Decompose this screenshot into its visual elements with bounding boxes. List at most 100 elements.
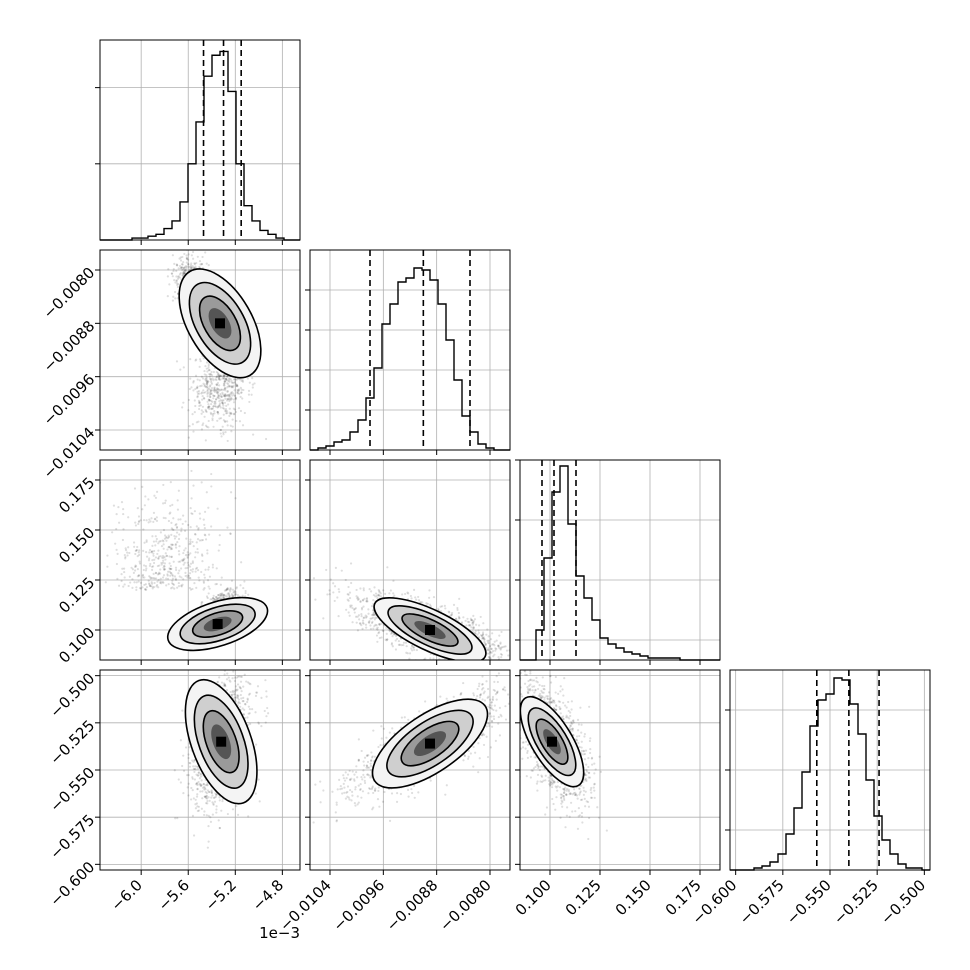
scatter-point bbox=[235, 700, 238, 703]
scatter-point bbox=[210, 796, 213, 799]
scatter-point bbox=[219, 583, 222, 586]
scatter-point bbox=[232, 407, 235, 410]
scatter-point bbox=[211, 412, 215, 416]
scatter-point bbox=[117, 521, 121, 524]
scatter-point bbox=[229, 397, 232, 400]
scatter-point bbox=[122, 508, 125, 511]
scatter-point bbox=[215, 598, 218, 601]
scatter-point bbox=[230, 397, 233, 401]
scatter-point bbox=[152, 561, 156, 565]
scatter-point bbox=[185, 537, 188, 540]
scatter-point bbox=[228, 407, 231, 410]
scatter-point bbox=[162, 568, 166, 571]
scatter-point bbox=[195, 566, 199, 570]
scatter-point bbox=[211, 794, 214, 797]
scatter-point bbox=[154, 556, 158, 559]
scatter-point bbox=[223, 684, 227, 687]
scatter-point bbox=[192, 381, 195, 384]
scatter-point bbox=[194, 551, 197, 554]
scatter-point bbox=[202, 782, 205, 786]
scatter-point bbox=[240, 690, 243, 693]
scatter-point bbox=[170, 527, 173, 530]
scatter-point bbox=[198, 777, 201, 780]
scatter-point bbox=[157, 586, 160, 589]
scatter-point bbox=[166, 574, 169, 577]
scatter-point bbox=[148, 564, 152, 567]
scatter-point bbox=[213, 388, 216, 391]
scatter-point bbox=[145, 451, 147, 453]
scatter-point bbox=[186, 576, 189, 579]
scatter-point bbox=[187, 253, 190, 256]
scatter-point bbox=[209, 377, 212, 380]
scatter-point bbox=[182, 578, 185, 581]
scatter-point bbox=[228, 385, 231, 388]
scatter-point bbox=[221, 377, 224, 380]
scatter-point bbox=[223, 386, 227, 390]
scatter-point bbox=[218, 397, 221, 400]
scatter-point bbox=[215, 390, 218, 393]
scatter-point bbox=[205, 374, 208, 377]
scatter-point bbox=[233, 696, 236, 699]
scatter-point bbox=[164, 558, 167, 561]
scatter-point bbox=[207, 407, 210, 410]
scatter-point bbox=[152, 565, 155, 568]
scatter-point bbox=[223, 382, 226, 385]
scatter-point bbox=[207, 791, 210, 794]
scatter-point bbox=[208, 587, 211, 590]
scatter-point bbox=[168, 555, 171, 558]
scatter-point bbox=[203, 573, 206, 576]
scatter-point bbox=[172, 528, 175, 532]
scatter-point bbox=[222, 684, 225, 687]
scatter-point bbox=[135, 581, 138, 584]
scatter-point bbox=[233, 594, 236, 597]
scatter-point bbox=[185, 267, 188, 270]
scatter-point bbox=[189, 526, 192, 529]
scatter-point bbox=[160, 545, 164, 548]
scatter-point bbox=[198, 259, 202, 263]
scatter-point bbox=[233, 377, 236, 381]
scatter-point bbox=[187, 794, 190, 797]
scatter-point bbox=[266, 706, 269, 710]
scatter-point bbox=[190, 469, 193, 473]
scatter-point bbox=[180, 266, 183, 269]
scatter-point bbox=[198, 358, 202, 361]
scatter-point bbox=[206, 802, 209, 805]
scatter-point bbox=[171, 254, 174, 257]
scatter-point bbox=[222, 407, 226, 410]
scatter-point bbox=[242, 685, 245, 688]
scatter-point bbox=[226, 386, 229, 389]
scatter-point bbox=[180, 266, 184, 269]
scatter-point bbox=[225, 689, 229, 692]
scatter-point bbox=[191, 561, 195, 564]
scatter-point bbox=[194, 404, 197, 408]
scatter-point bbox=[124, 555, 127, 559]
scatter-point bbox=[152, 572, 155, 575]
scatter-point bbox=[126, 554, 129, 557]
scatter-point bbox=[217, 593, 220, 597]
scatter-point bbox=[200, 603, 203, 606]
scatter-point bbox=[171, 579, 174, 582]
scatter-point bbox=[239, 680, 243, 683]
scatter-point bbox=[210, 407, 213, 410]
scatter-point bbox=[178, 545, 181, 548]
scatter-point bbox=[205, 491, 208, 494]
scatter-point bbox=[181, 406, 184, 409]
scatter-point bbox=[205, 814, 208, 817]
scatter-point bbox=[229, 391, 233, 394]
scatter-point bbox=[243, 643, 245, 645]
scatter-point bbox=[184, 269, 187, 273]
scatter-point bbox=[203, 795, 206, 798]
scatter-point bbox=[222, 596, 226, 599]
scatter-point bbox=[150, 565, 154, 568]
scatter-point bbox=[161, 576, 165, 579]
scatter-point bbox=[265, 695, 268, 698]
scatter-point bbox=[239, 650, 241, 652]
scatter-point bbox=[192, 545, 195, 548]
scatter-point bbox=[189, 540, 192, 543]
scatter-point bbox=[234, 685, 238, 688]
scatter-point bbox=[143, 541, 146, 544]
scatter-point bbox=[210, 472, 213, 476]
scatter-point bbox=[215, 375, 219, 379]
scatter-point bbox=[226, 439, 229, 443]
scatter-point bbox=[175, 279, 178, 283]
